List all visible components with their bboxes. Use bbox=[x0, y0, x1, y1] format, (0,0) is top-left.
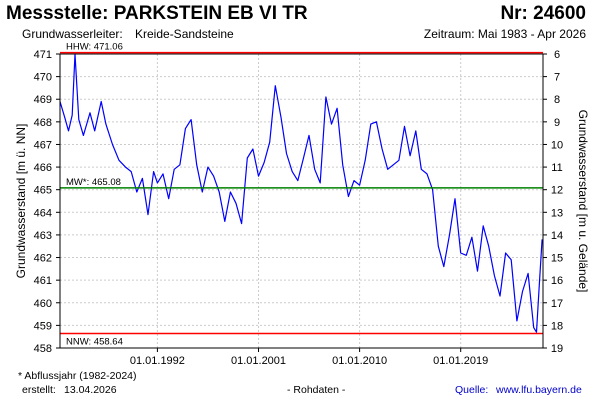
y2-tick-label: 8 bbox=[554, 94, 560, 106]
y-tick-label: 459 bbox=[34, 320, 52, 332]
ref-label-min: NNW: 458.64 bbox=[66, 337, 123, 348]
time-range: Zeitraum: Mai 1983 - Apr 2026 bbox=[423, 27, 586, 41]
y-axis-left: 458 459 460 461 462 463 464 465 466 467 468 469 470 4… bbox=[34, 49, 60, 355]
y-tick-label: 462 bbox=[34, 253, 52, 265]
footnote: * Abflussjahr (1982-2024) bbox=[18, 370, 137, 382]
y-tick-label: 469 bbox=[34, 94, 52, 106]
y2-tick-label: 18 bbox=[551, 320, 563, 332]
x-axis: 01.01.1992 01.01.2001 01.01.2010 01.01.2019 bbox=[130, 348, 488, 367]
created-date: 13.04.2026 bbox=[64, 384, 117, 396]
x-tick-label: 01.01.2019 bbox=[433, 355, 488, 367]
y2-tick-label: 14 bbox=[551, 230, 563, 242]
y-tick-label: 465 bbox=[34, 185, 52, 197]
x-tick-label: 01.01.2010 bbox=[332, 355, 387, 367]
y-axis-label-right: Grundwasserstand [m u. Gelände] bbox=[576, 110, 590, 293]
source-label: Quelle: bbox=[455, 384, 489, 396]
y-tick-label: 470 bbox=[34, 72, 52, 84]
plot-frame bbox=[59, 53, 544, 349]
x-tick-label: 01.01.2001 bbox=[231, 355, 286, 367]
y-tick-label: 464 bbox=[34, 207, 52, 219]
y-tick-label: 466 bbox=[34, 162, 52, 174]
y2-tick-label: 12 bbox=[551, 185, 563, 197]
page-title: Messstelle: PARKSTEIN EB VI TR bbox=[6, 3, 308, 24]
y2-tick-label: 7 bbox=[554, 72, 560, 84]
y2-tick-label: 19 bbox=[551, 343, 563, 355]
ref-label-mean: MW*: 465.08 bbox=[66, 177, 121, 188]
y2-tick-label: 10 bbox=[551, 139, 563, 151]
plot-area bbox=[60, 54, 543, 348]
y-axis-label-left: Grundwasserstand [m ü. NN] bbox=[14, 124, 28, 279]
y-tick-label: 471 bbox=[34, 49, 52, 61]
y-tick-label: 463 bbox=[34, 230, 52, 242]
aquifer-label: Grundwasserleiter: bbox=[22, 27, 123, 41]
station-number: Nr: 24600 bbox=[500, 3, 586, 24]
y2-tick-label: 16 bbox=[551, 275, 563, 287]
y2-tick-label: 15 bbox=[551, 253, 563, 265]
y-axis-right: 19 18 17 16 15 14 13 12 11 10 9 8 7 6 bbox=[543, 49, 563, 355]
grid-horizontal bbox=[60, 53, 543, 349]
y-tick-label: 467 bbox=[34, 139, 52, 151]
y2-tick-label: 11 bbox=[551, 162, 562, 174]
y2-tick-label: 17 bbox=[551, 298, 563, 310]
raw-data-note: - Rohdaten - bbox=[287, 384, 346, 396]
x-tick-label: 01.01.1992 bbox=[130, 355, 185, 367]
y-tick-label: 458 bbox=[34, 343, 52, 355]
created-label: erstellt: bbox=[22, 384, 56, 396]
y-tick-label: 460 bbox=[34, 298, 52, 310]
y-tick-label: 468 bbox=[34, 117, 52, 129]
source-link[interactable]: www.lfu.bayern.de bbox=[496, 384, 582, 396]
y2-tick-label: 13 bbox=[551, 207, 563, 219]
aquifer-value: Kreide-Sandsteine bbox=[135, 27, 234, 41]
y2-tick-label: 6 bbox=[554, 49, 560, 61]
y2-tick-label: 9 bbox=[554, 117, 560, 129]
y-tick-label: 461 bbox=[34, 275, 52, 287]
grid-vertical bbox=[156, 54, 462, 348]
reference-lines: HHW: 471.06 MW*: 465.08 NNW: 458.64 bbox=[60, 42, 543, 348]
ref-label-max: HHW: 471.06 bbox=[66, 42, 123, 53]
